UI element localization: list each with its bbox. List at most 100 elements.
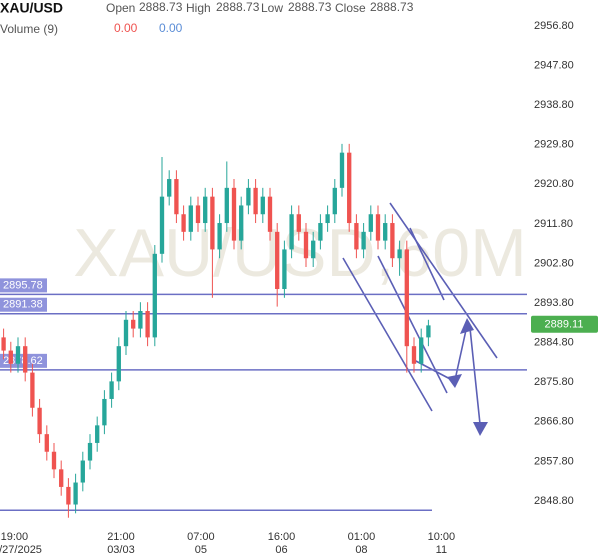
candle-body: [217, 223, 222, 250]
candle-body: [123, 319, 129, 347]
candle-body: [311, 240, 316, 259]
candle-body: [397, 249, 402, 259]
last-price-label: 2889.11: [545, 319, 584, 331]
candle-body: [390, 223, 395, 259]
y-tick-label: 2920.80: [534, 178, 574, 190]
y-tick-label: 2902.80: [534, 257, 574, 269]
candle-body: [188, 205, 193, 232]
candle-body: [87, 442, 93, 461]
candle-body: [332, 187, 337, 215]
y-tick-label: 2911.80: [534, 218, 573, 230]
candle-body: [181, 214, 186, 232]
candle-body: [8, 350, 13, 364]
candle-body: [246, 187, 251, 206]
candle-body: [260, 196, 265, 215]
candle-body: [267, 196, 273, 232]
candle-body: [15, 346, 21, 364]
candle-body: [66, 486, 71, 505]
candle-body: [253, 187, 258, 215]
candle-body: [30, 372, 35, 408]
level-label: 2891.38: [3, 299, 43, 311]
open-value: 2888.73: [139, 0, 183, 14]
volume-label: Volume (9): [0, 22, 58, 36]
candle-body: [282, 249, 287, 290]
candle-body: [239, 205, 244, 241]
candle-body: [37, 407, 42, 435]
candle-body: [419, 337, 424, 364]
candle-body: [303, 231, 309, 259]
candle-body: [318, 223, 323, 241]
candle-body: [325, 214, 330, 224]
candle-body: [383, 223, 388, 241]
high-value: 2888.73: [216, 0, 260, 14]
candle-body: [73, 482, 78, 505]
candle-body: [426, 325, 431, 338]
candle-body: [347, 152, 352, 224]
candle-body: [44, 434, 49, 452]
level-label-box: [0, 278, 47, 293]
candle-body: [339, 152, 345, 188]
candle-body: [23, 346, 28, 373]
candle-body: [131, 319, 136, 329]
candle-body: [231, 187, 237, 241]
low-value: 2888.73: [288, 0, 332, 14]
y-tick-label: 2938.80: [534, 99, 574, 111]
candle-body: [159, 196, 165, 254]
open-label: Open: [106, 1, 135, 15]
x-tick-date: 08: [355, 544, 367, 556]
level-label-box: [0, 297, 47, 312]
candle-body: [167, 179, 172, 197]
y-tick-label: 2929.80: [534, 139, 574, 151]
close-value: 2888.73: [370, 0, 414, 14]
symbol: XAU/USD: [0, 0, 63, 16]
candle-body: [1, 337, 6, 351]
candle-body: [95, 425, 100, 443]
x-tick-label: 16:00: [268, 531, 296, 543]
candle-body: [195, 205, 201, 224]
candle-body: [404, 249, 409, 347]
y-tick-label: 2947.80: [534, 59, 574, 71]
drawings: [342, 202, 498, 436]
candle-body: [289, 214, 294, 250]
x-tick-label: 21:00: [107, 531, 135, 543]
candle-body: [138, 310, 143, 329]
y-tick-label: 2875.80: [534, 376, 574, 388]
candle-body: [80, 460, 85, 483]
y-tick-label: 2848.80: [534, 495, 574, 507]
candle-body: [152, 253, 157, 338]
level-label: 2895.78: [3, 279, 43, 291]
close-label: Close: [335, 1, 366, 15]
candle-body: [51, 451, 57, 470]
x-tick-date: 02/27/2025: [0, 544, 42, 556]
x-tick-label: 10:00: [428, 531, 456, 543]
x-tick-date: 11: [436, 544, 447, 556]
candle-body: [145, 310, 150, 338]
candle-body: [174, 179, 179, 215]
candle-body: [368, 214, 373, 232]
volume-value: 0.00: [159, 21, 183, 35]
x-tick-date: 03/03: [107, 544, 135, 556]
candle-body: [361, 231, 366, 250]
candle-body: [275, 231, 280, 290]
candle-body: [203, 196, 208, 224]
candle-body: [116, 346, 121, 382]
low-label: Low: [261, 1, 283, 15]
candle-body: [354, 223, 359, 250]
candle-body: [102, 398, 107, 426]
y-tick-label: 2866.80: [534, 416, 574, 428]
candle-body: [109, 381, 114, 399]
x-tick-label: 19:00: [1, 531, 29, 543]
candle-body: [59, 469, 64, 487]
y-tick-label: 2857.80: [534, 455, 574, 467]
last-price-box: [531, 315, 598, 333]
x-tick-date: 05: [195, 544, 207, 556]
x-tick-label: 01:00: [348, 531, 376, 543]
y-tick-label: 2956.80: [534, 20, 574, 32]
y-tick-label: 2893.80: [534, 297, 574, 309]
x-tick-label: 07:00: [187, 531, 215, 543]
candle-body: [375, 214, 381, 241]
high-label: High: [186, 1, 211, 15]
volume-value: 0.00: [114, 21, 138, 35]
candle-body: [296, 214, 301, 232]
